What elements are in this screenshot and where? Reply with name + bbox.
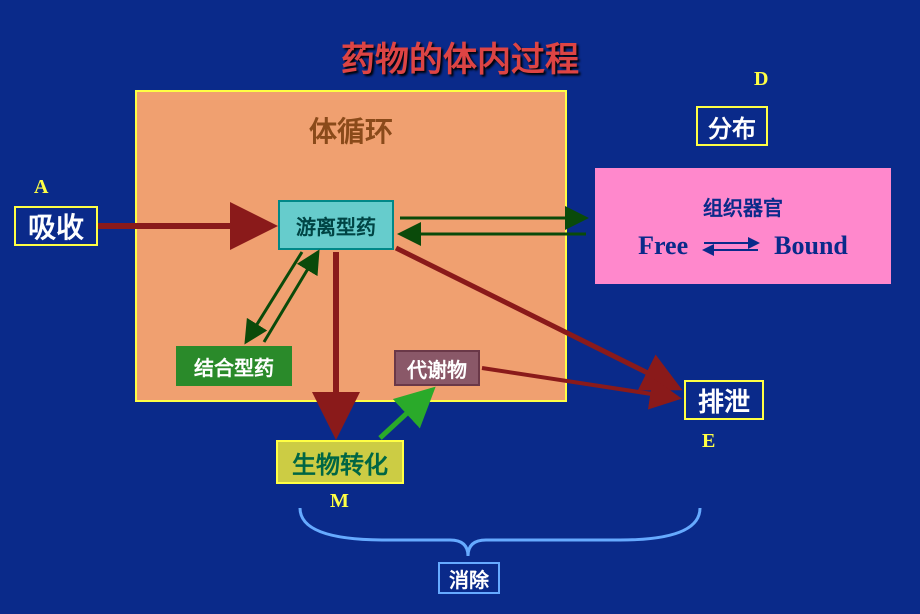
distribution-label: 分布 [708, 109, 756, 144]
elimination-box: 消除 [438, 562, 500, 594]
free-bound-arrow-icon [696, 236, 766, 256]
bound-label: Bound [774, 231, 848, 261]
label-A: A [34, 176, 48, 199]
metabolite-box: 代谢物 [394, 350, 480, 386]
biotransform-label: 生物转化 [292, 445, 388, 480]
tissue-box: 组织器官 Free Bound [593, 166, 893, 286]
distribution-box: 分布 [696, 106, 768, 146]
free-label: Free [638, 231, 688, 261]
excretion-label: 排泄 [698, 382, 750, 419]
circulation-label: 体循环 [309, 110, 393, 150]
excretion-box: 排泄 [684, 380, 764, 420]
bounddrug-box: 结合型药 [176, 346, 292, 386]
page-title: 药物的体内过程 [0, 32, 920, 81]
metabolite-label: 代谢物 [407, 354, 467, 383]
absorption-label: 吸收 [28, 206, 84, 246]
freedrug-box: 游离型药 [278, 200, 394, 250]
label-D: D [754, 68, 768, 91]
absorption-box: 吸收 [14, 206, 98, 246]
label-M: M [330, 490, 349, 513]
biotransform-box: 生物转化 [276, 440, 404, 484]
freedrug-label: 游离型药 [296, 211, 376, 240]
elimination-label: 消除 [449, 564, 489, 593]
bounddrug-label: 结合型药 [194, 352, 274, 381]
tissue-label: 组织器官 [703, 192, 783, 221]
free-bound-row: Free Bound [638, 231, 848, 261]
label-E: E [702, 430, 715, 453]
